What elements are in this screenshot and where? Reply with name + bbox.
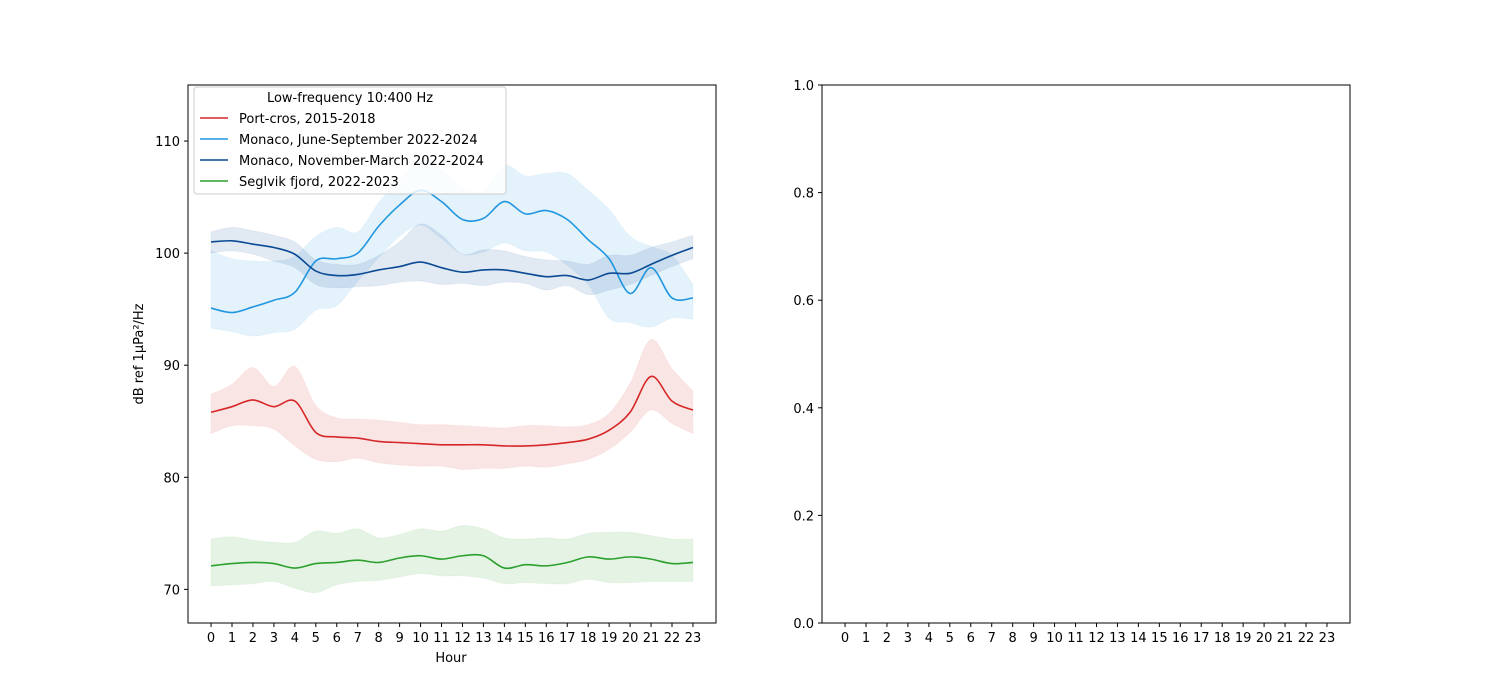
x-tick-label-right: 3 <box>904 631 912 646</box>
x-tick-label-right: 10 <box>1046 631 1063 646</box>
y-tick-label: 90 <box>163 359 180 374</box>
x-tick-label-right: 8 <box>1009 631 1017 646</box>
band-series-1 <box>210 160 694 337</box>
x-tick-label-right: 0 <box>841 631 849 646</box>
x-tick-label-right: 19 <box>1235 631 1252 646</box>
x-tick-label-right: 12 <box>1088 631 1105 646</box>
x-tick-label: 5 <box>312 631 320 646</box>
y-tick-label-right: 0.4 <box>793 402 814 417</box>
y-axis-ticks: 70 80 90 100 110 <box>155 135 188 598</box>
x-tick-label: 1 <box>228 631 236 646</box>
x-tick-label-right: 23 <box>1319 631 1336 646</box>
x-tick-label: 21 <box>643 631 660 646</box>
x-tick-label: 9 <box>395 631 403 646</box>
plot-right: 0 1 2 3 4 5 6 7 8 9 10 11 12 13 14 15 16 17 18 19 20 21 22 23 0… <box>793 79 1351 646</box>
x-tick-label: 12 <box>454 631 471 646</box>
x-tick-label: 18 <box>580 631 597 646</box>
x-tick-label-right: 4 <box>925 631 933 646</box>
legend-box <box>193 86 507 195</box>
x-tick-label: 10 <box>412 631 429 646</box>
y-tick-label-right: 0.8 <box>793 187 814 202</box>
confidence-bands <box>210 160 694 594</box>
legend: Low-frequency 10:400 Hz Port-cros, 2015-… <box>193 86 507 195</box>
x-tick-label-right: 7 <box>988 631 996 646</box>
x-tick-label: 13 <box>475 631 492 646</box>
x-tick-label-right: 17 <box>1193 631 1210 646</box>
x-tick-label-right: 5 <box>946 631 954 646</box>
y-tick-label-right: 0.6 <box>793 294 814 309</box>
x-tick-label: 16 <box>538 631 555 646</box>
x-tick-label: 19 <box>601 631 618 646</box>
x-axis-ticks-right: 0 1 2 3 4 5 6 7 8 9 10 11 12 13 14 15 16 17 18 19 20 21 22 23 <box>841 623 1335 646</box>
x-tick-label-right: 9 <box>1029 631 1037 646</box>
x-axis-ticks: 0 1 2 3 4 5 6 7 8 9 10 11 12 13 14 15 16 17 18 19 20 21 22 23 <box>207 623 701 646</box>
band-series-3 <box>210 524 694 594</box>
x-tick-label-right: 15 <box>1151 631 1168 646</box>
plot-frame-left <box>187 84 717 624</box>
x-tick-label-right: 14 <box>1130 631 1147 646</box>
x-tick-label-right: 22 <box>1298 631 1315 646</box>
x-tick-label-right: 11 <box>1067 631 1084 646</box>
y-tick-label: 100 <box>155 247 180 262</box>
x-tick-label: 7 <box>354 631 362 646</box>
legend-label-2: Monaco, November-March 2022-2024 <box>239 154 484 169</box>
y-axis-label: dB ref 1µPa²/Hz <box>132 303 147 404</box>
band-series-0 <box>210 338 694 471</box>
y-tick-label-right: 0.0 <box>793 617 814 632</box>
x-tick-label: 15 <box>517 631 534 646</box>
line-series-1 <box>210 189 694 314</box>
x-tick-label: 17 <box>559 631 576 646</box>
x-tick-label: 3 <box>270 631 278 646</box>
x-tick-label-right: 16 <box>1172 631 1189 646</box>
x-axis-label: Hour <box>435 651 467 666</box>
legend-title: Low-frequency 10:400 Hz <box>267 91 433 106</box>
plot-frame-right <box>821 84 1351 624</box>
x-tick-label-right: 20 <box>1256 631 1273 646</box>
x-tick-label: 6 <box>333 631 341 646</box>
x-tick-label: 14 <box>496 631 513 646</box>
series-lines <box>210 189 694 570</box>
x-tick-label-right: 2 <box>883 631 891 646</box>
y-axis-ticks-right: 0.0 0.2 0.4 0.6 0.8 1.0 <box>793 79 822 632</box>
x-tick-label: 2 <box>249 631 257 646</box>
x-tick-label: 20 <box>622 631 639 646</box>
y-tick-label: 70 <box>163 583 180 598</box>
x-tick-label-right: 6 <box>967 631 975 646</box>
y-tick-label: 80 <box>163 471 180 486</box>
x-tick-label: 11 <box>433 631 450 646</box>
plot-left: 0 1 2 3 4 5 6 7 8 9 10 11 12 13 14 15 16 17 18 19 20 21 22 23 7… <box>132 84 717 666</box>
x-tick-label: 22 <box>664 631 681 646</box>
x-tick-label: 0 <box>207 631 215 646</box>
x-tick-label-right: 13 <box>1109 631 1126 646</box>
legend-label-0: Port-cros, 2015-2018 <box>239 112 376 127</box>
line-series-0 <box>210 375 694 447</box>
x-tick-label-right: 18 <box>1214 631 1231 646</box>
x-tick-label: 8 <box>375 631 383 646</box>
x-tick-label-right: 1 <box>862 631 870 646</box>
line-series-2 <box>211 239 694 281</box>
line-series-3 <box>210 553 694 570</box>
x-tick-label: 23 <box>685 631 702 646</box>
x-tick-label: 4 <box>291 631 299 646</box>
y-tick-label-right: 1.0 <box>793 79 814 94</box>
y-tick-label: 110 <box>155 135 180 150</box>
y-tick-label-right: 0.2 <box>793 509 814 524</box>
x-tick-label-right: 21 <box>1277 631 1294 646</box>
legend-label-1: Monaco, June-September 2022-2024 <box>239 133 478 148</box>
legend-label-3: Seglvik fjord, 2022-2023 <box>239 175 399 190</box>
